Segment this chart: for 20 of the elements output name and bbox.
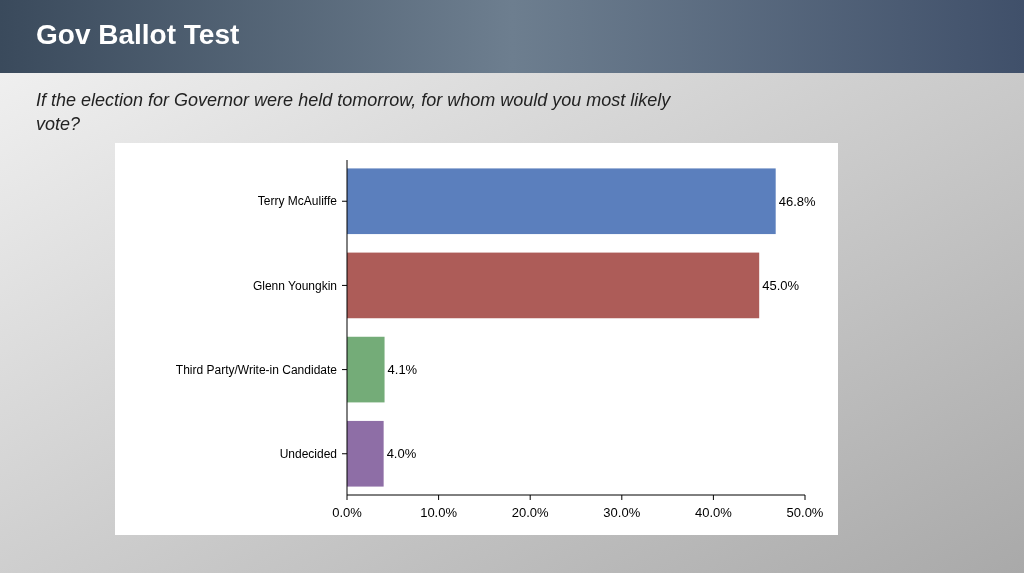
y-tick-label: Terry McAuliffe <box>257 194 338 209</box>
x-tick-label: 40.0% <box>694 505 733 520</box>
bar <box>347 336 385 403</box>
x-tick-label: 20.0% <box>511 505 550 520</box>
x-tick-label: 50.0% <box>786 505 824 520</box>
data-label: 45.0% <box>762 277 800 293</box>
y-tick-label: Third Party/Write-in Candidate <box>175 362 338 377</box>
y-tick-label: Glenn Youngkin <box>252 278 337 293</box>
bar <box>347 252 760 319</box>
data-label: 4.1% <box>387 362 418 378</box>
y-tick-label: Undecided <box>279 446 337 461</box>
x-tick-label: 30.0% <box>603 505 641 520</box>
data-label: 46.8% <box>778 193 816 209</box>
bar <box>347 168 776 235</box>
bar <box>347 420 384 487</box>
x-tick-label: 10.0% <box>420 505 458 520</box>
data-label: 4.0% <box>386 446 417 462</box>
x-tick-label: 0.0% <box>332 505 363 520</box>
chart-subtitle: If the election for Governor were held tomorrow, for whom would you most likely vote? <box>36 90 672 134</box>
chart-title: Gov Ballot Test <box>36 19 240 50</box>
